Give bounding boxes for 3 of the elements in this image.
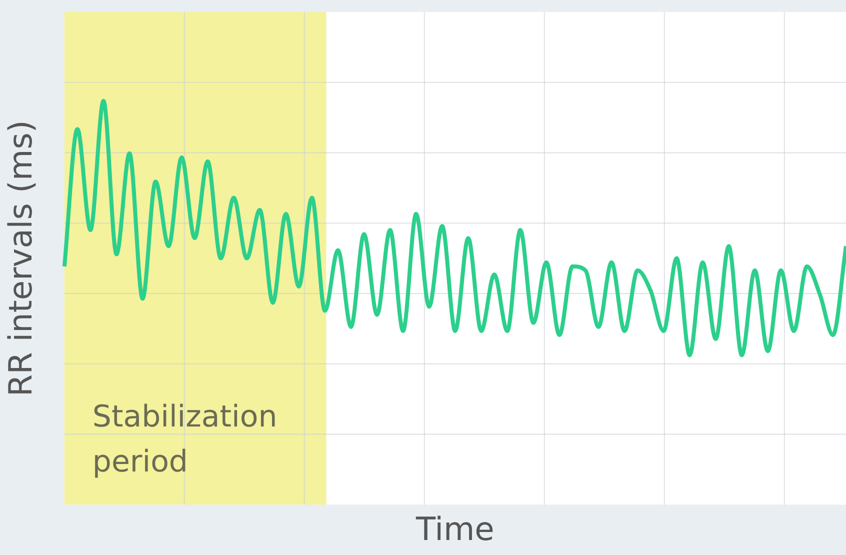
y-axis-title: RR intervals (ms) (2, 120, 40, 396)
annotation: Stabilization period (92, 400, 278, 480)
x-axis-title: Time (415, 510, 494, 548)
